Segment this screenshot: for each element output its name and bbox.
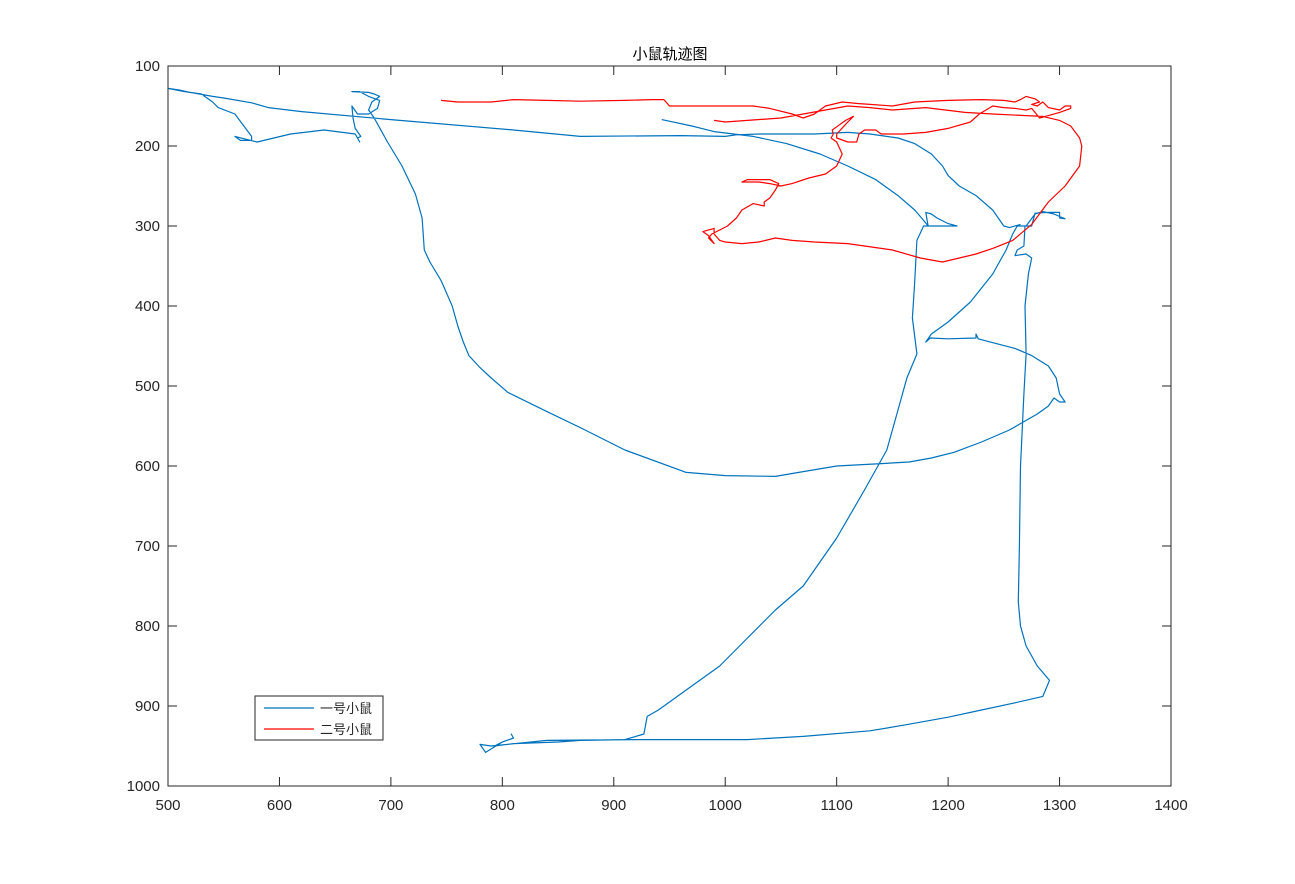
y-tick-label: 100 (135, 58, 160, 75)
y-tick-label: 700 (135, 538, 160, 555)
x-tick-label: 1100 (821, 797, 853, 814)
plot-frame (167, 65, 1172, 787)
x-tick-label: 1300 (1043, 797, 1076, 814)
x-tick-label: 700 (378, 797, 403, 814)
y-tick-label: 400 (135, 298, 160, 315)
y-tick-label: 500 (135, 378, 160, 395)
x-tick-label: 900 (601, 797, 626, 814)
plot-area (168, 66, 1171, 786)
x-tick-label: 800 (490, 797, 515, 814)
x-tick-label: 1400 (1154, 797, 1187, 814)
legend-label-series-1: 一号小鼠 (320, 702, 372, 717)
x-tick-label: 1200 (931, 797, 964, 814)
y-axis: 100 200 300 400 500 600 700 800 900 1000 (127, 58, 1171, 795)
y-tick-label: 200 (135, 138, 160, 155)
chart-title: 小鼠轨迹图 (632, 45, 707, 63)
y-tick-label: 800 (135, 618, 160, 635)
x-tick-label: 600 (267, 797, 292, 814)
x-tick-label: 500 (155, 797, 180, 814)
y-tick-label: 600 (135, 458, 160, 475)
y-tick-label: 900 (135, 698, 160, 715)
series-layer (167, 87, 1083, 754)
x-tick-label: 1000 (709, 797, 742, 814)
y-tick-label: 300 (135, 218, 160, 235)
y-tick-label: 1000 (127, 778, 160, 795)
legend: 一号小鼠 二号小鼠 (254, 695, 384, 741)
series-line-2 (440, 95, 1083, 263)
legend-box (254, 695, 384, 741)
legend-label-series-2: 二号小鼠 (320, 723, 372, 738)
series-line-1 (167, 87, 1066, 754)
x-axis: 500 600 700 800 900 1000 1100 1200 1300 1400 (155, 66, 1188, 814)
